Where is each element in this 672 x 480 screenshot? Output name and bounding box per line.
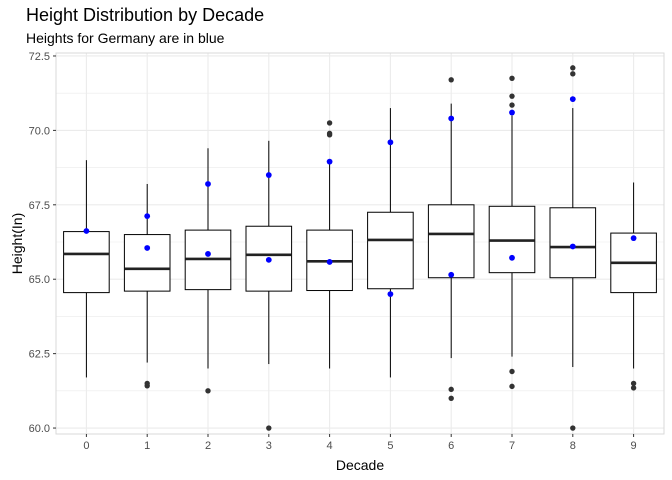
y-axis-title: Height(In): [9, 213, 25, 274]
box-iqr: [123, 234, 171, 292]
germany-point: [265, 172, 272, 178]
x-tick-label: 8: [570, 440, 576, 452]
germany-point: [205, 251, 211, 257]
chart-title: Height Distribution by Decade: [26, 5, 265, 25]
box-iqr: [427, 204, 475, 279]
chart-subtitle: Heights for Germany are in blue: [26, 30, 225, 46]
germany-point: [326, 158, 333, 165]
germany-point: [265, 256, 272, 263]
x-tick-label: 6: [448, 440, 454, 452]
germany-point: [83, 228, 90, 234]
germany-point: [509, 109, 515, 116]
germany-point: [569, 96, 576, 103]
panel-border: [55, 52, 665, 435]
y-tick-label: 70.0: [29, 125, 50, 137]
outlier-point: [509, 75, 515, 82]
germany-point: [144, 245, 151, 251]
box-iqr: [549, 207, 597, 279]
y-tick-label: 72.5: [29, 51, 50, 63]
outlier-point: [448, 77, 454, 83]
outlier-point: [266, 425, 272, 431]
x-axis-title: Decade: [336, 457, 384, 473]
outlier-point: [509, 102, 515, 108]
outlier-point: [144, 383, 150, 389]
box-iqr: [367, 211, 414, 290]
outlier-point: [509, 383, 515, 390]
outlier-point: [448, 386, 454, 393]
germany-point: [569, 243, 576, 250]
box-layer: [63, 103, 657, 378]
outlier-point: [205, 388, 211, 394]
x-tick-label: 4: [327, 440, 333, 452]
germany-point: [205, 181, 211, 187]
box-iqr: [245, 225, 293, 292]
axis-layer: 60.0 62.5 65.0 67.5 70.0 72.5 0 1 2 3 4 5 6 7 8 9: [29, 51, 637, 452]
outlier-point: [509, 368, 515, 375]
germany-point: [387, 291, 394, 298]
germany-point: [630, 235, 637, 242]
x-tick-label: 9: [631, 440, 637, 452]
y-tick-label: 67.5: [29, 200, 50, 212]
outlier-point: [448, 395, 454, 401]
germany-point: [448, 115, 455, 122]
germany-point: [326, 259, 333, 265]
germany-point: [387, 139, 394, 146]
outlier-point: [509, 93, 515, 99]
germany-point: [448, 271, 455, 278]
x-tick-label: 1: [144, 440, 150, 452]
y-tick-label: 65.0: [29, 274, 50, 286]
outlier-point: [326, 120, 333, 126]
y-tick-label: 62.5: [29, 349, 50, 361]
outlier-point: [570, 71, 576, 77]
box-iqr: [63, 231, 110, 294]
x-tick-label: 3: [266, 440, 272, 452]
y-tick-label: 60.0: [29, 423, 50, 435]
x-tick-label: 7: [509, 440, 515, 452]
outlier-point: [570, 65, 576, 71]
x-tick-label: 2: [205, 440, 211, 452]
point-layer: [83, 65, 637, 431]
outlier-point: [630, 380, 637, 387]
outlier-point: [326, 130, 333, 137]
x-tick-label: 5: [387, 440, 393, 452]
germany-point: [509, 254, 515, 261]
x-tick-label: 0: [83, 440, 89, 452]
outlier-point: [630, 385, 637, 391]
outlier-point: [570, 425, 576, 431]
germany-point: [144, 213, 151, 220]
